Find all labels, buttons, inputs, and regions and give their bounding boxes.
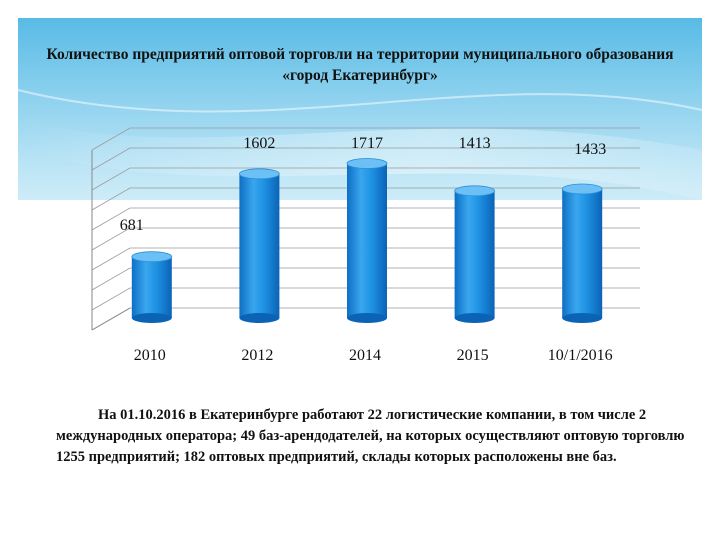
chart-bars [131, 158, 603, 323]
bar-body [347, 163, 387, 318]
gridline-diagonal [91, 227, 131, 251]
chart-title: Количество предприятий оптовой торговли … [46, 46, 674, 84]
data-label: 681 [120, 217, 144, 234]
bar-base [347, 313, 387, 323]
bar-base [239, 313, 280, 323]
bar-2010 [131, 251, 173, 323]
gridline-diagonal [91, 207, 131, 231]
bar-cap [454, 185, 496, 197]
gridline-diagonal [91, 167, 131, 191]
bar-base [131, 313, 172, 323]
gridline-diagonal [91, 187, 131, 211]
data-label: 1433 [574, 141, 606, 158]
bar-cap [238, 168, 280, 180]
x-tick-label: 2015 [457, 347, 489, 364]
x-tick-label: 10/1/2016 [548, 347, 613, 364]
bar-2015 [454, 185, 496, 323]
chart-labels: 681 2010 1602 2012 1717 2014 1413 2015 1433 10/1/… [120, 135, 613, 364]
bar-body [131, 256, 172, 318]
gridline-diagonal [91, 147, 131, 171]
bar-cap [131, 251, 173, 263]
data-label: 1602 [243, 135, 275, 152]
bar-10/1/2016 [561, 183, 603, 323]
bar-body [562, 189, 603, 318]
bar-cap [346, 158, 388, 169]
x-tick-label: 2010 [134, 347, 166, 364]
x-tick-label: 2014 [349, 347, 381, 364]
x-tick-label: 2012 [241, 347, 273, 364]
caption-text: На 01.10.2016 в Екатеринбурге работают 2… [56, 407, 685, 465]
data-label: 1717 [351, 135, 383, 152]
bar-base [562, 313, 603, 323]
gridline-diagonal [91, 267, 131, 291]
gridline-diagonal [91, 287, 131, 311]
gridline-diagonal [91, 247, 131, 271]
bar-body [239, 173, 280, 318]
axis-floor [91, 307, 131, 331]
bar-cap [561, 183, 603, 195]
bar-2012 [238, 168, 280, 323]
gridline-diagonal [91, 127, 131, 151]
data-label: 1413 [459, 135, 491, 152]
bar-body [454, 190, 495, 318]
bar-2014 [346, 158, 388, 323]
bar-base [454, 313, 495, 323]
